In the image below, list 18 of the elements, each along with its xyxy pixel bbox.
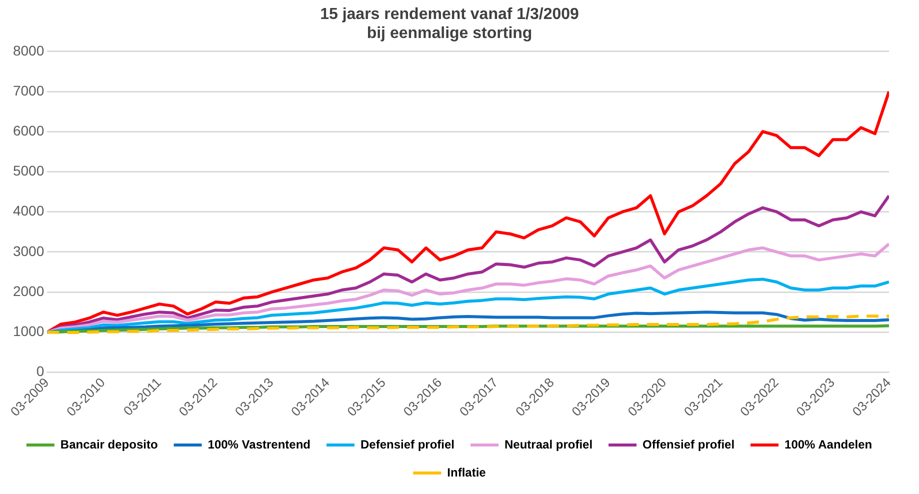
legend-label: 100% Aandelen xyxy=(784,437,872,452)
y-tick-label: 0 xyxy=(36,363,44,380)
y-tick-label: 7000 xyxy=(12,82,44,98)
chart-title: 15 jaars rendement vanaf 1/3/2009 bij eenmalige storting xyxy=(320,6,580,42)
legend-label: Neutraal profiel xyxy=(504,437,593,452)
legend-label: 100% Vastrentend xyxy=(208,437,310,452)
y-tick-label: 3000 xyxy=(12,242,44,259)
line-series xyxy=(47,314,889,334)
y-tick-label: 1000 xyxy=(12,322,44,339)
y-tick-label: 8000 xyxy=(12,42,44,58)
legend-label: Offensief profiel xyxy=(642,437,735,452)
legend-label: Bancair deposito xyxy=(60,437,158,452)
y-tick-label: 2000 xyxy=(12,282,44,299)
y-tick-label: 5000 xyxy=(12,162,44,179)
legend-label: Defensief profiel xyxy=(360,437,455,452)
y-tick-label: 4000 xyxy=(12,202,44,219)
y-tick-label: 6000 xyxy=(12,122,44,138)
legend-label: Inflatie xyxy=(447,465,486,480)
